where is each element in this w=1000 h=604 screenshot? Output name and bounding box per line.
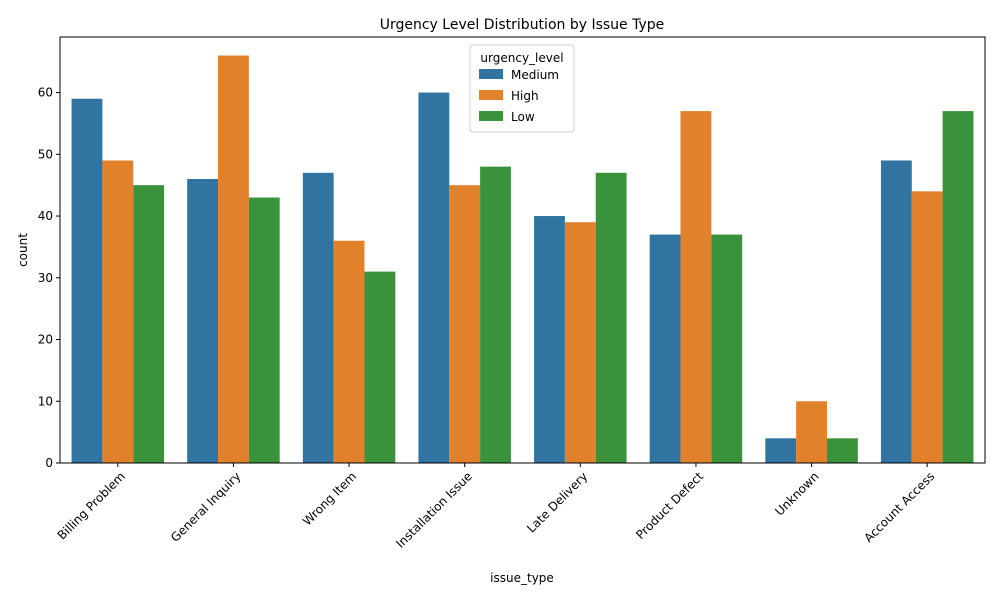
bar-late-delivery-low: [595, 172, 627, 463]
bar-wrong-item-medium: [302, 172, 334, 463]
bar-billing-problem-high: [102, 160, 134, 463]
x-tick-label-late-delivery: Late Delivery: [524, 469, 590, 535]
y-tick-label-0: 0: [45, 456, 53, 470]
bar-billing-problem-low: [133, 185, 165, 463]
bar-installation-issue-low: [480, 166, 511, 464]
bar-wrong-item-low: [364, 271, 396, 463]
x-tick-label-account-access: Account Access: [861, 469, 937, 545]
bar-product-defect-medium: [649, 234, 681, 463]
x-axis: Billing Problem General Inquiry Wrong Item…: [55, 463, 937, 551]
bar-account-access-medium: [880, 160, 912, 463]
x-tick-label-wrong-item: Wrong Item: [300, 469, 359, 528]
y-tick-label-40: 40: [38, 209, 53, 223]
y-tick-label-50: 50: [38, 147, 53, 161]
bar-unknown-high: [796, 401, 827, 463]
bar-general-inquiry-high: [218, 55, 249, 464]
bar-unknown-low: [826, 438, 858, 463]
bar-account-access-high: [911, 191, 943, 463]
y-tick-label-30: 30: [38, 271, 53, 285]
legend-swatch-low: [479, 111, 503, 121]
legend-frame: [469, 44, 575, 133]
plot-frame: [59, 36, 986, 464]
legend-label-medium: Medium: [511, 68, 559, 82]
y-axis: 0 10 20 30 40 50 60: [38, 86, 60, 470]
x-axis-label: issue_type: [490, 571, 554, 585]
bar-account-access-low: [942, 111, 974, 463]
bar-general-inquiry-medium: [187, 179, 219, 463]
y-tick-label-20: 20: [38, 333, 53, 347]
bar-product-defect-low: [711, 234, 743, 463]
y-tick-label-10: 10: [38, 394, 53, 408]
y-tick-label-60: 60: [38, 86, 53, 100]
x-tick-label-billing-problem: Billing Problem: [55, 469, 128, 542]
x-tick-label-product-defect: Product Defect: [633, 469, 706, 542]
legend-swatch-high: [479, 90, 503, 100]
x-tick-label-general-inquiry: General Inquiry: [168, 469, 244, 545]
bar-late-delivery-high: [564, 222, 596, 463]
legend: urgency_level Medium High Low: [469, 44, 575, 133]
bar-billing-problem-medium: [71, 98, 103, 463]
y-axis-label: count: [16, 233, 30, 267]
bars-group: [71, 55, 974, 464]
legend-label-high: High: [511, 89, 539, 103]
chart-title: Urgency Level Distribution by Issue Type: [380, 17, 665, 33]
bar-installation-issue-high: [449, 185, 481, 463]
bar-installation-issue-medium: [418, 92, 450, 463]
x-tick-label-unknown: Unknown: [772, 469, 821, 518]
bar-product-defect-high: [680, 111, 712, 463]
bar-general-inquiry-low: [248, 197, 280, 464]
bar-wrong-item-high: [333, 240, 365, 463]
x-tick-label-installation-issue: Installation Issue: [393, 469, 475, 551]
bar-unknown-medium: [765, 438, 797, 463]
legend-label-low: Low: [511, 110, 535, 124]
legend-title: urgency_level: [480, 51, 563, 65]
legend-swatch-medium: [479, 69, 503, 79]
bar-late-delivery-medium: [534, 216, 565, 463]
